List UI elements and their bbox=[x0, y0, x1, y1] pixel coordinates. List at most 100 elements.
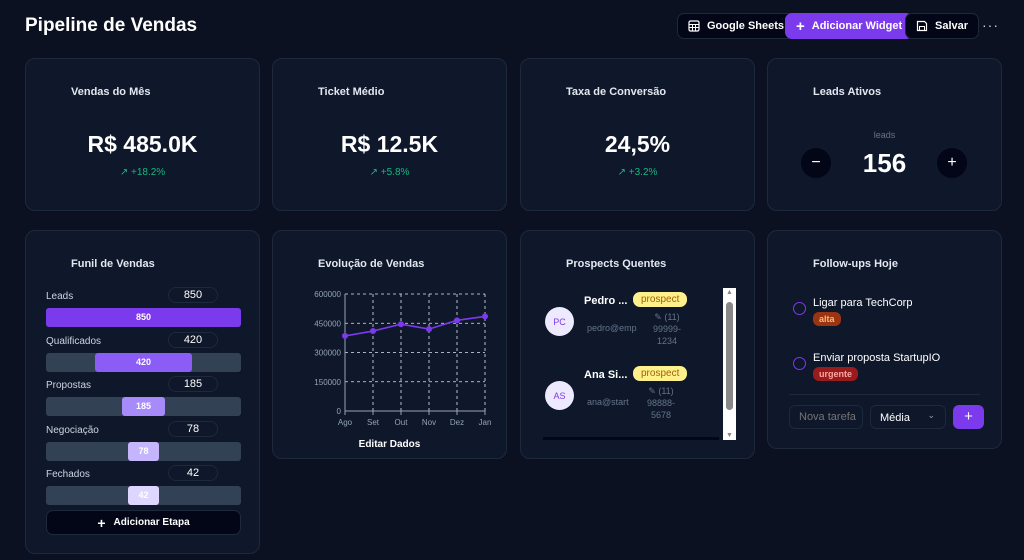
add-widget-button[interactable]: + Adicionar Widget bbox=[785, 13, 914, 39]
add-stage-label: Adicionar Etapa bbox=[113, 517, 190, 528]
y-tick-label: 300000 bbox=[314, 349, 341, 358]
stage-bar: 850 bbox=[46, 308, 241, 327]
chart-title: Evolução de Vendas bbox=[318, 258, 425, 270]
page-title: Pipeline de Vendas bbox=[25, 15, 198, 36]
stage-value-input[interactable]: 420 bbox=[168, 331, 218, 348]
add-stage-button[interactable]: + Adicionar Etapa bbox=[46, 510, 241, 535]
chevron-down-icon: ⌄ bbox=[927, 410, 935, 420]
kpi-card-ticket: Ticket Médio R$ 12.5K ↗ +5.8% bbox=[272, 58, 507, 211]
prospects-title: Prospects Quentes bbox=[566, 258, 667, 270]
leads-card: Leads Ativos leads 156 − + bbox=[767, 58, 1002, 211]
kpi-value: R$ 485.0K bbox=[87, 131, 198, 157]
x-tick-label: Nov bbox=[422, 418, 436, 427]
kpi-delta-value: +3.2% bbox=[628, 167, 658, 178]
leads-title: Leads Ativos bbox=[813, 86, 882, 98]
data-point bbox=[342, 332, 348, 339]
y-tick-label: 0 bbox=[337, 407, 342, 416]
leads-caption: leads bbox=[873, 130, 896, 140]
stage-bar: 78 bbox=[127, 441, 160, 461]
priority-select[interactable]: Média ⌄ bbox=[870, 405, 946, 429]
task-checkbox[interactable] bbox=[793, 302, 806, 315]
followups-title: Follow-ups Hoje bbox=[813, 258, 898, 270]
kpi-value: 24,5% bbox=[604, 131, 671, 157]
status-badge: prospect bbox=[633, 366, 688, 381]
leads-value: 156 bbox=[862, 148, 907, 178]
save-label: Salvar bbox=[935, 20, 969, 32]
prospect-name: Pedro ... bbox=[584, 295, 628, 307]
scrollbar-thumb[interactable] bbox=[726, 302, 733, 410]
prospect-phone-value: (11) 99999-1234 bbox=[652, 312, 682, 346]
stage-bar: 420 bbox=[95, 352, 192, 372]
add-widget-label: Adicionar Widget bbox=[811, 20, 903, 32]
new-task-input[interactable] bbox=[789, 405, 863, 429]
more-options-button[interactable]: ··· bbox=[982, 17, 999, 33]
funnel-card: Funil de Vendas Leads 850 850 Qualificado… bbox=[25, 230, 260, 554]
prospect-phone: ✎ (11) 99999-1234 bbox=[645, 311, 689, 347]
prospect-phone-value: (11) 98888-5678 bbox=[646, 386, 676, 420]
stage-bar: 185 bbox=[122, 397, 165, 416]
data-point bbox=[454, 317, 460, 324]
kpi-title: Ticket Médio bbox=[318, 86, 385, 98]
priority-select-value: Média bbox=[880, 412, 910, 424]
horizontal-divider bbox=[543, 437, 719, 440]
scroll-up-icon[interactable]: ▲ bbox=[726, 289, 733, 296]
phone-icon: ✎ bbox=[648, 386, 659, 396]
stage-value-input[interactable]: 185 bbox=[168, 376, 218, 392]
decrement-button[interactable]: − bbox=[801, 148, 831, 178]
stage-bar-track: 78 bbox=[46, 441, 241, 461]
stage-bar-track: 420 bbox=[46, 352, 241, 372]
stage-label: Propostas bbox=[46, 380, 92, 391]
sales-chart-card: Evolução de Vendas 0 150000 300000 450000 60… bbox=[272, 230, 507, 459]
prospect-item[interactable]: PC Pedro ... prospect pedro@emp ✎ (11) 9… bbox=[545, 289, 725, 349]
stage-label: Negociação bbox=[46, 424, 99, 436]
data-point bbox=[482, 313, 488, 320]
data-point bbox=[426, 326, 432, 333]
kpi-card-sales: Vendas do Mês R$ 485.0K ↗ +18.2% bbox=[25, 58, 260, 211]
trending-up-icon: ↗ bbox=[369, 167, 381, 178]
data-point bbox=[398, 321, 404, 328]
divider bbox=[789, 394, 980, 395]
increment-button[interactable]: + bbox=[937, 148, 967, 178]
series-line bbox=[344, 315, 486, 337]
prospect-phone: ✎ (11) 98888-5678 bbox=[639, 385, 683, 421]
priority-badge: alta bbox=[813, 312, 841, 326]
prospect-email: pedro@emp bbox=[587, 323, 637, 333]
scrollbar[interactable]: ▲ ▼ bbox=[723, 288, 736, 440]
scroll-down-icon[interactable]: ▼ bbox=[726, 432, 733, 439]
stage-value-input[interactable]: 78 bbox=[168, 420, 218, 437]
stage-label: Fechados bbox=[46, 469, 90, 480]
trending-up-icon: ↗ bbox=[617, 167, 629, 178]
plus-icon: + bbox=[97, 514, 106, 531]
stage-value-input[interactable]: 42 bbox=[168, 465, 218, 481]
kpi-title: Vendas do Mês bbox=[71, 86, 151, 98]
funnel-title: Funil de Vendas bbox=[71, 258, 155, 270]
x-tick-label: Jan bbox=[479, 418, 492, 427]
table-icon bbox=[688, 20, 700, 32]
task-checkbox[interactable] bbox=[793, 357, 806, 370]
edit-data-button[interactable]: Editar Dados bbox=[358, 439, 421, 450]
kpi-card-conversion: Taxa de Conversão 24,5% ↗ +3.2% bbox=[520, 58, 755, 211]
prospect-item[interactable]: AS Ana Si... prospect ana@start ✎ (11) 9… bbox=[545, 363, 725, 423]
priority-badge: urgente bbox=[813, 367, 859, 381]
prospect-name: Ana Si... bbox=[584, 369, 628, 381]
stage-bar-track: 185 bbox=[46, 397, 241, 416]
stage-bar-track: 850 bbox=[46, 308, 241, 327]
stage-value-input[interactable]: 850 bbox=[168, 287, 218, 303]
save-button[interactable]: Salvar bbox=[905, 13, 980, 39]
kpi-delta: ↗ +18.2% bbox=[26, 167, 259, 178]
add-task-button[interactable]: + bbox=[953, 405, 984, 429]
stage-label: Qualificados bbox=[46, 335, 102, 347]
y-tick-label: 150000 bbox=[314, 378, 341, 387]
data-point bbox=[370, 328, 376, 335]
avatar: PC bbox=[545, 307, 574, 336]
google-sheets-button[interactable]: Google Sheets bbox=[677, 13, 796, 39]
x-tick-label: Out bbox=[395, 418, 409, 427]
x-tick-label: Ago bbox=[338, 418, 353, 427]
kpi-delta-value: +5.8% bbox=[380, 167, 410, 178]
stage-bar: 42 bbox=[127, 486, 160, 505]
kpi-delta: ↗ +3.2% bbox=[521, 167, 754, 178]
google-sheets-label: Google Sheets bbox=[707, 20, 785, 32]
x-tick-label: Dez bbox=[450, 418, 464, 427]
trending-up-icon: ↗ bbox=[119, 167, 131, 178]
y-tick-label: 600000 bbox=[314, 290, 341, 299]
